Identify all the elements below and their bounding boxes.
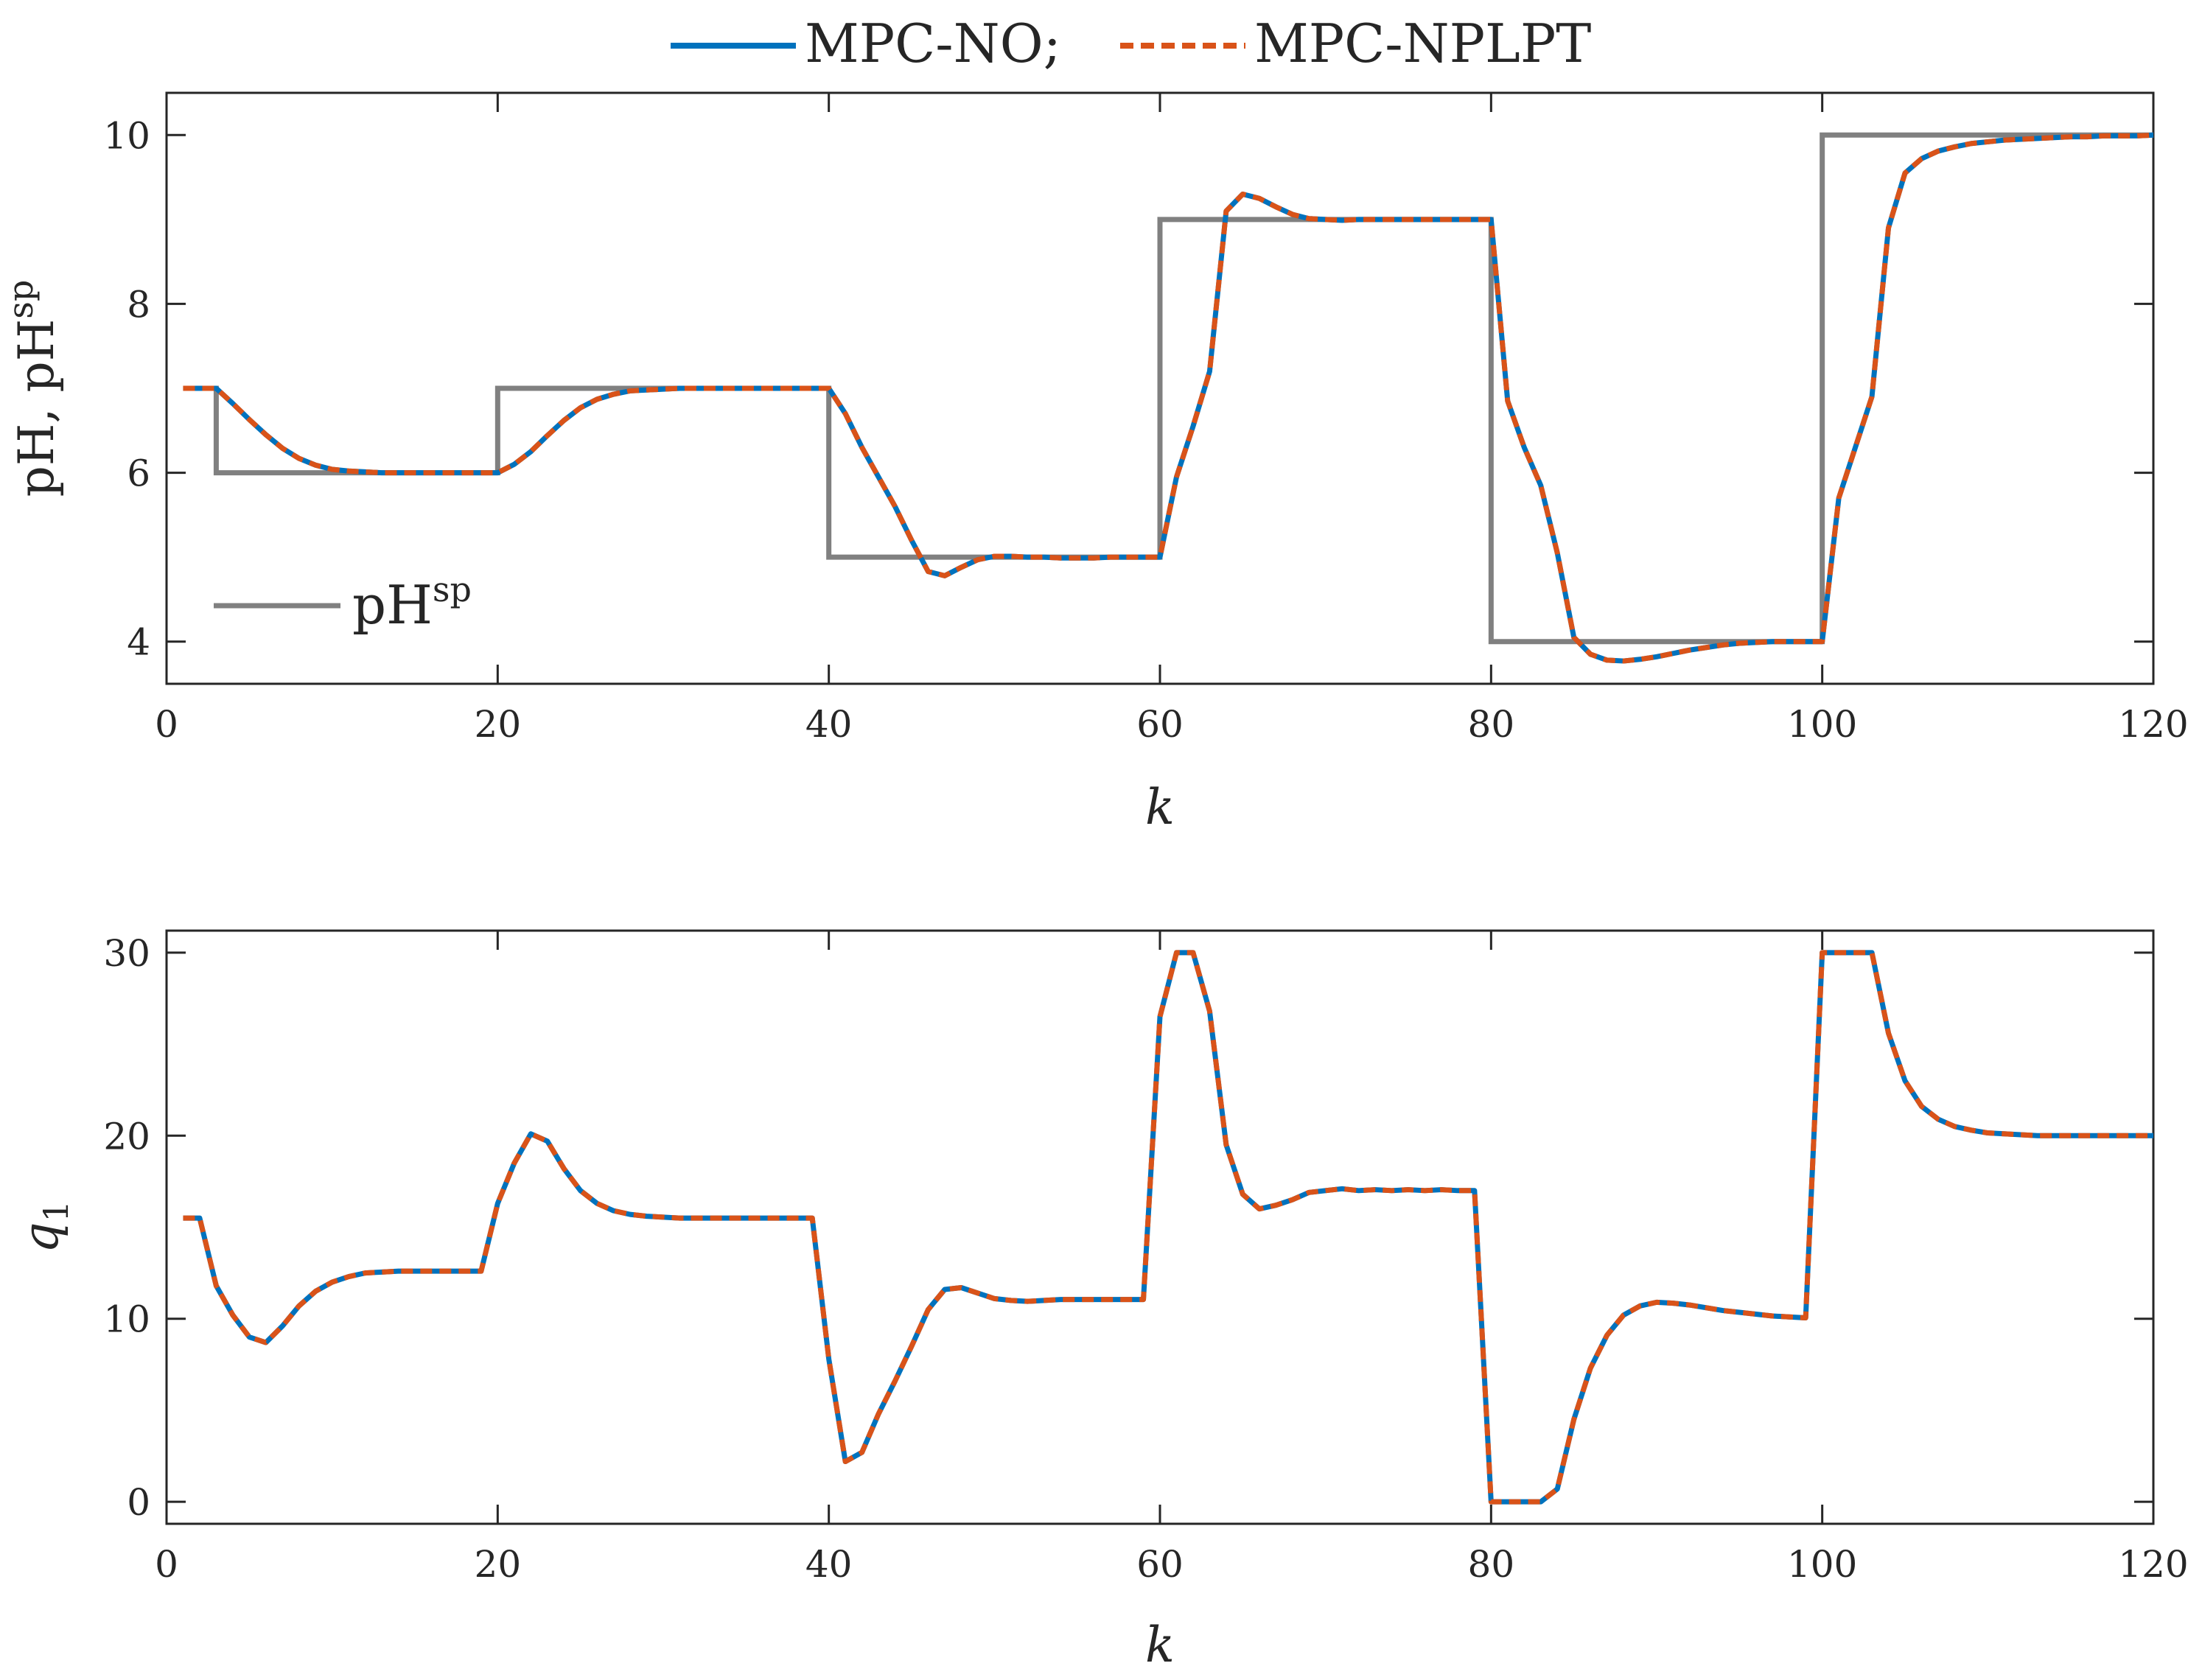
q1-x-tick-label: 0: [155, 1543, 178, 1586]
ph-x-tick-label: 60: [1136, 703, 1184, 746]
ph-x-tick-label: 20: [475, 703, 522, 746]
q1-y-tick-label: 10: [103, 1298, 150, 1341]
legend-label-mpc-nplpt: MPC-NPLPT: [1254, 13, 1591, 74]
q1-y-axis-label: q1: [13, 1200, 76, 1253]
ph-y-axis-label-sup: sp: [1, 280, 41, 319]
q1-plot-lines: [183, 950, 2153, 1505]
legend-label-mpc-no: MPC-NO;: [805, 13, 1061, 74]
ph-y-axis-label-base: pH, pH: [8, 319, 65, 497]
q1-panel: 0 20 40 60 80 100 120 0 10 20 30 k q1: [13, 929, 2189, 1673]
inner-legend-label-base: pH: [352, 574, 433, 636]
q1-series-mpc-no: [183, 950, 2153, 1505]
q1-x-tick-label: 80: [1468, 1543, 1515, 1586]
q1-x-tick-label: 40: [805, 1543, 853, 1586]
ph-series-mpc-nplpt: [183, 132, 2154, 664]
ph-plot-lines: [183, 132, 2154, 664]
ph-ticks: 0 20 40 60 80 100 120 4 6 8 10: [103, 93, 2189, 746]
ph-y-tick-label: 6: [127, 452, 150, 495]
ph-y-tick-label: 10: [103, 114, 150, 157]
inner-legend-label: pHsp: [352, 570, 472, 636]
q1-y-axis-label-base: q: [13, 1222, 69, 1253]
ph-y-axis-label: pH, pHsp: [1, 280, 65, 497]
ph-setpoint-line: [183, 132, 2153, 645]
q1-x-tick-label: 100: [1787, 1543, 1857, 1586]
q1-y-tick-label: 0: [127, 1481, 150, 1524]
q1-x-tick-label: 120: [2118, 1543, 2188, 1586]
q1-y-axis-label-sub: 1: [36, 1200, 76, 1222]
ph-inner-legend: pHsp: [214, 570, 472, 636]
q1-series-mpc-nplpt: [183, 950, 2153, 1505]
ph-y-tick-label: 8: [127, 283, 150, 326]
ph-x-tick-label: 100: [1787, 703, 1857, 746]
q1-x-axis-label: k: [1145, 1617, 1175, 1673]
ph-x-axis-label: k: [1145, 779, 1175, 836]
ph-series-mpc-no: [183, 132, 2154, 664]
ph-x-tick-label: 0: [155, 703, 178, 746]
q1-x-tick-label: 20: [475, 1543, 522, 1586]
ph-x-tick-label: 120: [2118, 703, 2188, 746]
top-legend: MPC-NO; MPC-NPLPT: [671, 13, 1591, 74]
ph-x-tick-label: 40: [805, 703, 853, 746]
q1-y-tick-label: 30: [103, 932, 150, 975]
q1-y-tick-label: 20: [103, 1115, 150, 1158]
q1-x-tick-label: 60: [1136, 1543, 1184, 1586]
inner-legend-label-sup: sp: [433, 570, 472, 609]
ph-x-tick-label: 80: [1468, 703, 1515, 746]
ph-y-tick-label: 4: [127, 621, 150, 664]
